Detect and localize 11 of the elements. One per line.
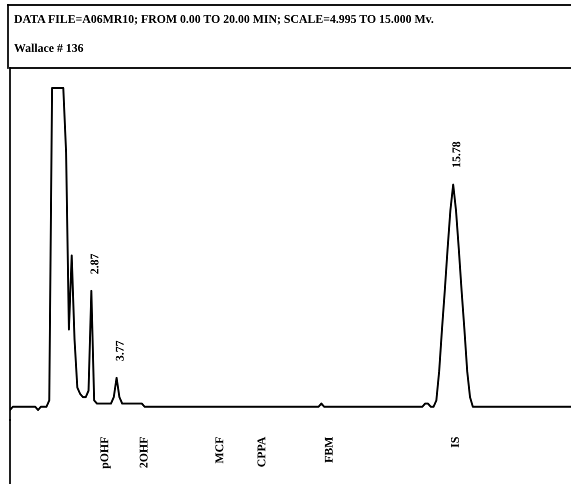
x-tick-label: IS — [451, 437, 459, 448]
chart-subtitle: Wallace # 136 — [14, 44, 84, 52]
annotation: 2.87 — [90, 254, 99, 274]
x-tick-label: 2OHF — [140, 437, 148, 468]
x-tick-label: FBM — [324, 437, 333, 463]
annotation: 15.78 — [452, 142, 460, 167]
chart-title: DATA FILE=A06MR10; FROM 0.00 TO 20.00 MIN; SCALE=4.995 TO 15.000 Mv. — [14, 14, 434, 25]
x-tick-label: CPPA — [257, 436, 266, 467]
x-tick-label: pOHF — [100, 437, 111, 469]
x-tick-label: MCF — [215, 437, 224, 464]
annotation: 3.77 — [116, 340, 124, 361]
